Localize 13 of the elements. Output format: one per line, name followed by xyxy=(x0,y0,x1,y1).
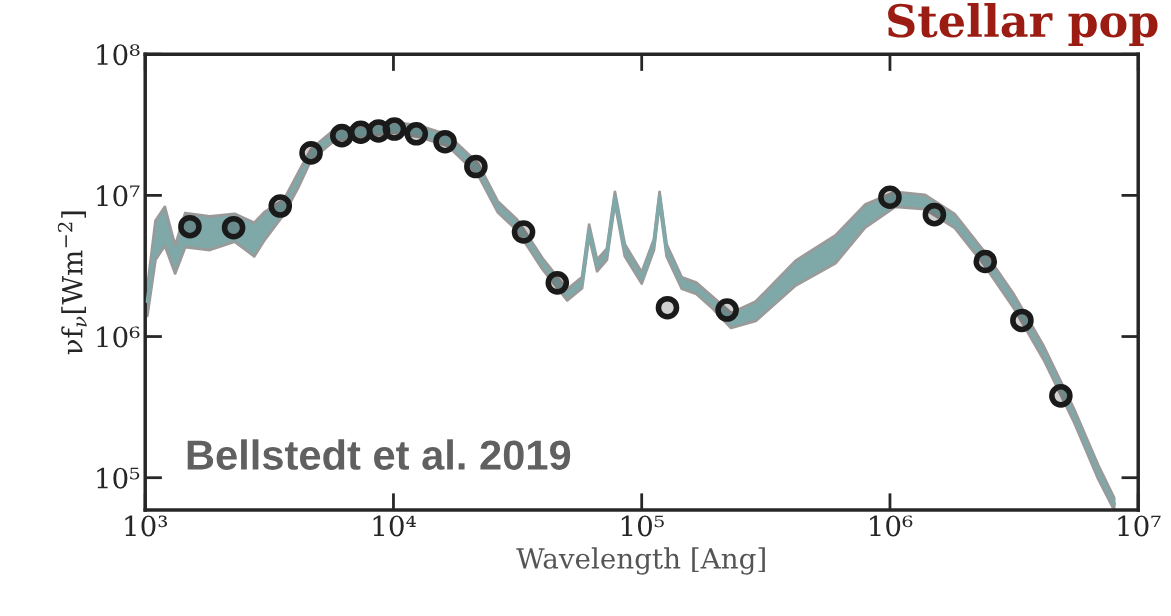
x-tick-label: 10⁵ xyxy=(621,515,664,537)
x-tick-label: 10⁷ xyxy=(1118,515,1161,537)
x-tick-label: 10⁴ xyxy=(373,515,416,537)
y-tick-label: 10⁸ xyxy=(97,44,140,66)
x-tick-label: 10⁶ xyxy=(870,515,913,537)
text: Stellar pop xyxy=(888,3,1158,47)
x-axis-title: Wavelength [Ang] xyxy=(516,547,765,575)
y-axis-title: νf$_{ν}$[Wm$^{−2}$] xyxy=(57,211,87,355)
annotation: Bellstedt et al. 2019 xyxy=(187,439,571,470)
x-tick-label: 10³ xyxy=(125,515,168,537)
y-tick-label: 10⁷ xyxy=(97,185,140,207)
y-tick-label: 10⁶ xyxy=(97,326,140,348)
y-tick-label: 10⁵ xyxy=(97,467,140,489)
